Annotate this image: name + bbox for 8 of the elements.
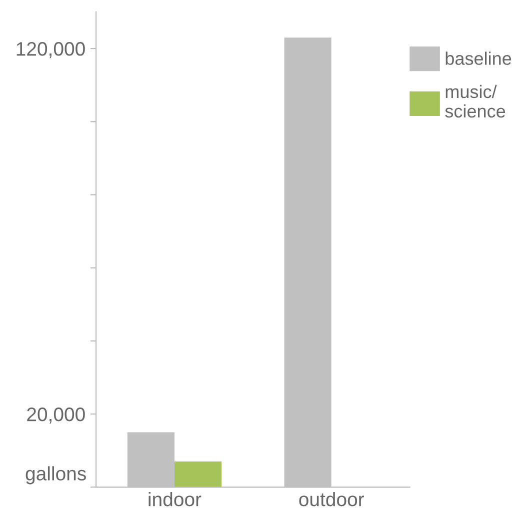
legend-label: music/ science bbox=[445, 84, 506, 118]
y-tick-label: 20,000 bbox=[27, 408, 85, 424]
y-tick-label: 120,000 bbox=[16, 42, 85, 58]
bar bbox=[174, 462, 222, 488]
x-tick-label: outdoor bbox=[299, 492, 364, 506]
legend-label: baseline bbox=[446, 52, 512, 65]
x-tick-label: indoor bbox=[148, 492, 202, 506]
y-axis-title: gallons bbox=[26, 466, 86, 484]
